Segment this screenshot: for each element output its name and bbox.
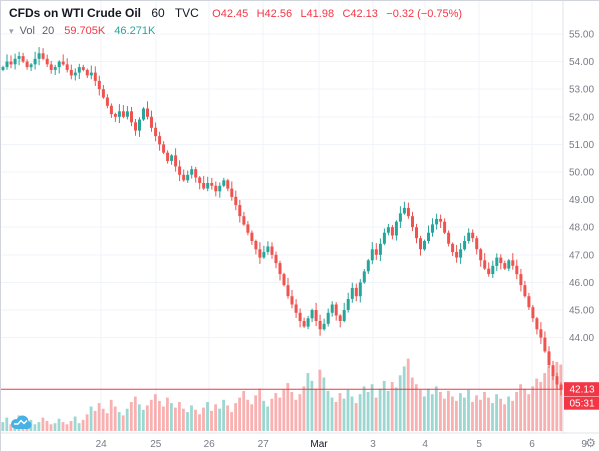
svg-text:48.00: 48.00 bbox=[569, 223, 594, 234]
svg-text:52.00: 52.00 bbox=[569, 112, 594, 123]
svg-text:44.00: 44.00 bbox=[569, 333, 594, 344]
svg-text:27: 27 bbox=[258, 439, 270, 450]
svg-text:4: 4 bbox=[422, 439, 428, 450]
svg-text:24: 24 bbox=[96, 439, 108, 450]
svg-text:49.00: 49.00 bbox=[569, 195, 594, 206]
symbol-title[interactable]: CFDs on WTI Crude Oil bbox=[9, 6, 141, 20]
low-value: L41.98 bbox=[300, 8, 335, 20]
svg-text:55.00: 55.00 bbox=[569, 30, 594, 41]
svg-text:50.00: 50.00 bbox=[569, 168, 594, 179]
svg-text:26: 26 bbox=[204, 439, 216, 450]
change-value: −0.32 (−0.75%) bbox=[386, 8, 463, 20]
exchange-label: TVC bbox=[174, 6, 199, 20]
symbol-row: CFDs on WTI Crude Oil 60 TVC O42.45 H42.… bbox=[9, 6, 467, 20]
bar-countdown-badge: 05:31 bbox=[564, 396, 599, 410]
svg-text:51.00: 51.00 bbox=[569, 140, 594, 151]
close-value: C42.13 bbox=[342, 8, 378, 20]
time-axis-labels: 24 25 26 27 Mar 3 4 5 6 9 bbox=[96, 439, 588, 450]
settings-gear-icon[interactable]: ⚙ bbox=[585, 436, 596, 450]
svg-text:46.00: 46.00 bbox=[569, 278, 594, 289]
high-value: H42.56 bbox=[256, 8, 293, 20]
legend: CFDs on WTI Crude Oil 60 TVC O42.45 H42.… bbox=[9, 6, 467, 37]
svg-text:6: 6 bbox=[529, 439, 535, 450]
svg-text:54.00: 54.00 bbox=[569, 57, 594, 68]
svg-text:5: 5 bbox=[476, 439, 482, 450]
svg-text:Mar: Mar bbox=[310, 439, 328, 450]
candle-series bbox=[1, 47, 563, 396]
svg-text:05:31: 05:31 bbox=[569, 399, 594, 410]
interval-value[interactable]: 60 bbox=[151, 6, 165, 20]
chevron-down-icon[interactable]: ▾ bbox=[9, 26, 14, 36]
grid bbox=[1, 1, 563, 433]
current-price-badge: 42.13 bbox=[564, 382, 599, 397]
tradingview-logo-icon[interactable] bbox=[9, 415, 33, 430]
volume-ma-value: 46.271K bbox=[114, 25, 156, 37]
svg-text:9: 9 bbox=[581, 439, 587, 450]
svg-text:53.00: 53.00 bbox=[569, 85, 594, 96]
svg-text:25: 25 bbox=[150, 439, 162, 450]
time-axis[interactable] bbox=[1, 432, 600, 452]
volume-indicator-row: ▾ Vol 20 59.705K 46.271K bbox=[9, 25, 467, 37]
volume-indicator-label[interactable]: Vol bbox=[19, 25, 35, 37]
svg-text:42.13: 42.13 bbox=[569, 385, 594, 396]
open-value: O42.45 bbox=[212, 8, 249, 20]
svg-text:45.00: 45.00 bbox=[569, 306, 594, 317]
volume-series bbox=[1, 358, 563, 431]
price-axis[interactable] bbox=[562, 1, 600, 452]
volume-indicator-param: 20 bbox=[41, 25, 55, 37]
svg-text:3: 3 bbox=[370, 439, 376, 450]
price-axis-labels: 55.00 54.00 53.00 52.00 51.00 50.00 49.00 48.00… bbox=[569, 30, 594, 345]
volume-current-value: 59.705K bbox=[64, 25, 106, 37]
ohlc-values: O42.45 H42.56 L41.98 C42.13 −0.32 (−0.75… bbox=[212, 6, 467, 20]
svg-text:47.00: 47.00 bbox=[569, 250, 594, 261]
